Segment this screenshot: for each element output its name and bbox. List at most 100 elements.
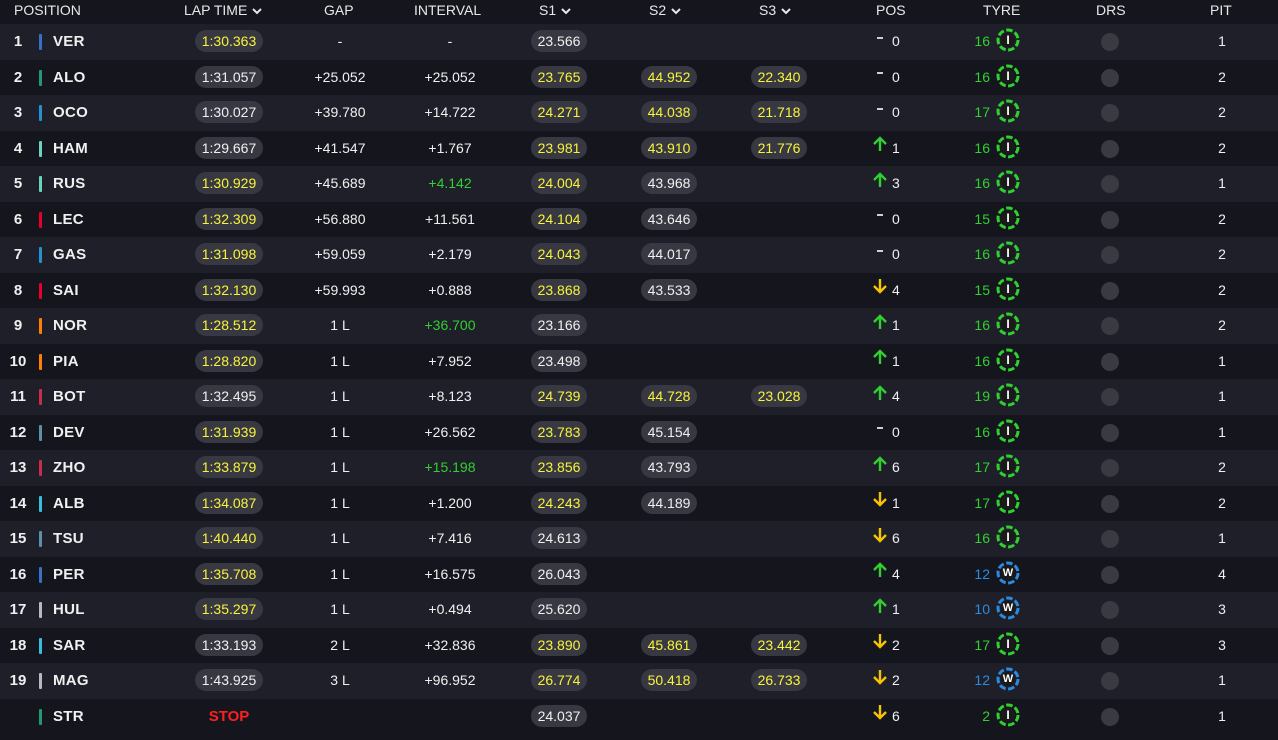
arrow-down-icon	[872, 663, 888, 699]
lap-time-value: 1:28.820	[194, 349, 264, 372]
tyre-compound-letter: W	[1002, 602, 1014, 615]
intermediate-tyre-icon: I	[996, 28, 1020, 52]
table-row[interactable]: 13 ZHO 1:33.879 1 L +15.198 23.856 43.793 6 17 I 2	[0, 450, 1278, 486]
tyre-info: 15 I	[968, 273, 1028, 309]
lap-time-value: 1:30.929	[194, 172, 264, 194]
drs-indicator	[1101, 166, 1121, 202]
drs-dot	[1101, 317, 1119, 336]
gap-value: 1 L	[330, 388, 350, 404]
tyre-laps: 16	[974, 175, 990, 191]
table-row[interactable]: 17 HUL 1:35.297 1 L +0.494 25.620 1 10 W 3	[0, 592, 1278, 628]
header-drs[interactable]: DRS	[1096, 2, 1126, 18]
tyre-info: 16 I	[968, 521, 1028, 557]
dash-icon	[872, 414, 888, 450]
intermediate-tyre-icon: I	[996, 525, 1020, 549]
driver-code: ALO	[53, 68, 86, 86]
tyre-compound-letter: I	[1006, 139, 1010, 154]
lap-time: 1:33.193	[192, 628, 266, 664]
table-row[interactable]: 10 PIA 1:28.820 1 L +7.952 23.498 1 16 I 1	[0, 343, 1278, 380]
table-row[interactable]: 18 SAR 1:33.193 2 L +32.836 23.890 45.861 23.44…	[0, 627, 1278, 664]
pit-count: 2	[1218, 494, 1226, 511]
sector-s3: 26.733	[744, 663, 814, 699]
pit-count: 1	[1218, 423, 1226, 440]
sector-s2-value: 43.910	[640, 136, 698, 159]
table-row[interactable]: 8 SAI 1:32.130 +59.993 +0.888 23.868 43.533 4 15…	[0, 272, 1278, 309]
gap-value: 1 L	[330, 459, 350, 475]
intermediate-tyre-icon: I	[996, 348, 1020, 372]
interval-value: +1.200	[428, 494, 472, 511]
position-change-value: 6	[892, 530, 900, 546]
table-row[interactable]: 2 ALO 1:31.057 +25.052 +25.052 23.765 44.952 22…	[0, 59, 1278, 96]
position-number: 17	[9, 601, 27, 618]
drs-indicator	[1101, 344, 1121, 380]
intermediate-tyre-icon: I	[996, 454, 1020, 478]
position-change: 4	[872, 557, 912, 593]
position-change: 1	[872, 592, 912, 628]
sector-s3: 21.776	[744, 131, 814, 167]
drs-indicator	[1101, 60, 1121, 96]
header-s1[interactable]: S1	[539, 0, 572, 24]
sector-s3-value: 23.442	[750, 633, 808, 656]
table-row[interactable]: 5 RUS 1:30.929 +45.689 +4.142 24.004 43.968 3 16…	[0, 166, 1278, 202]
table-row[interactable]: 9 NOR 1:28.512 1 L +36.700 23.166 1 16 I 2	[0, 308, 1278, 344]
drs-dot	[1101, 565, 1119, 584]
arrow-down-icon	[872, 698, 888, 734]
lap-time-value: 1:33.879	[194, 456, 264, 478]
table-row[interactable]: 15 TSU 1:40.440 1 L +7.416 24.613 6 16 I 1	[0, 521, 1278, 557]
pit-count: 1	[1218, 707, 1226, 724]
table-row[interactable]: 4 HAM 1:29.667 +41.547 +1.767 23.981 43.910 21.…	[0, 130, 1278, 167]
lap-time: 1:35.708	[192, 557, 266, 593]
driver-code: NOR	[53, 317, 88, 334]
drs-dot	[1101, 423, 1119, 442]
table-row[interactable]: 7 GAS 1:31.098 +59.059 +2.179 24.043 44.017 0 16…	[0, 237, 1278, 273]
header-s2[interactable]: S2	[649, 0, 682, 24]
team-color-bar	[39, 282, 42, 299]
wet-tyre-icon: W	[996, 596, 1020, 620]
tyre-info: 16 I	[968, 344, 1028, 380]
lap-time-value: 1:31.939	[194, 420, 264, 443]
sector-s2: 44.952	[634, 60, 704, 96]
header-position[interactable]: POSITION	[14, 2, 81, 18]
position-number: 6	[13, 210, 23, 228]
tyre-compound-letter: I	[1006, 246, 1010, 261]
pit-count: 2	[1218, 246, 1226, 262]
intermediate-tyre-icon: I	[996, 241, 1020, 265]
table-row[interactable]: 6 LEC 1:32.309 +56.880 +11.561 24.104 43.646 0 1…	[0, 201, 1278, 237]
gap-value: 1 L	[330, 494, 350, 511]
table-row[interactable]: STR STOP 24.037 6 2 I 1	[0, 698, 1278, 734]
table-row[interactable]: 14 ALB 1:34.087 1 L +1.200 24.243 44.189 1 17 I 2	[0, 485, 1278, 522]
position-change-value: 1	[892, 494, 900, 511]
position-number: 1	[13, 33, 23, 50]
table-row[interactable]: 16 PER 1:35.708 1 L +16.575 26.043 4 12 W 4	[0, 556, 1278, 593]
header-pit[interactable]: PIT	[1210, 2, 1232, 18]
sector-s1-value: 24.613	[530, 527, 588, 549]
sector-s1-value: 24.104	[530, 207, 588, 230]
gap-value: 1 L	[330, 423, 350, 440]
sector-s1-value: 23.166	[530, 314, 588, 336]
team-color-bar	[39, 602, 42, 618]
table-row[interactable]: 19 MAG 1:43.925 3 L +96.952 26.774 50.418 26.73…	[0, 663, 1278, 699]
table-row[interactable]: 1 VER 1:30.363 - - 23.566 0 16 I 1	[0, 24, 1278, 60]
pit-count: 1	[1218, 388, 1226, 404]
header-s3[interactable]: S3	[759, 0, 792, 24]
header-tyre[interactable]: TYRE	[983, 2, 1021, 18]
header-interval[interactable]: INTERVAL	[414, 2, 482, 18]
drs-dot	[1101, 139, 1119, 158]
sector-s3: 23.028	[744, 379, 814, 415]
header-lap-time[interactable]: LAP TIME	[184, 0, 263, 24]
intermediate-tyre-icon: I	[996, 135, 1020, 159]
table-row[interactable]: 3 OCO 1:30.027 +39.780 +14.722 24.271 44.038 21…	[0, 95, 1278, 131]
position-change: 1	[872, 486, 912, 522]
position-change: 0	[872, 95, 912, 131]
position-change-value: 1	[892, 352, 900, 369]
drs-dot	[1101, 530, 1119, 549]
table-row[interactable]: 12 DEV 1:31.939 1 L +26.562 23.783 45.154 0 16 I 1	[0, 414, 1278, 450]
table-row[interactable]: 11 BOT 1:32.495 1 L +8.123 24.739 44.728 23.028…	[0, 379, 1278, 415]
lap-time: 1:32.495	[192, 379, 266, 415]
header-s2-label: S2	[649, 2, 667, 18]
header-pos[interactable]: POS	[876, 2, 906, 18]
sector-s2: 43.533	[634, 273, 704, 309]
drs-dot	[1101, 494, 1119, 513]
lap-time-value: 1:43.925	[194, 669, 264, 691]
header-gap[interactable]: GAP	[324, 2, 354, 18]
